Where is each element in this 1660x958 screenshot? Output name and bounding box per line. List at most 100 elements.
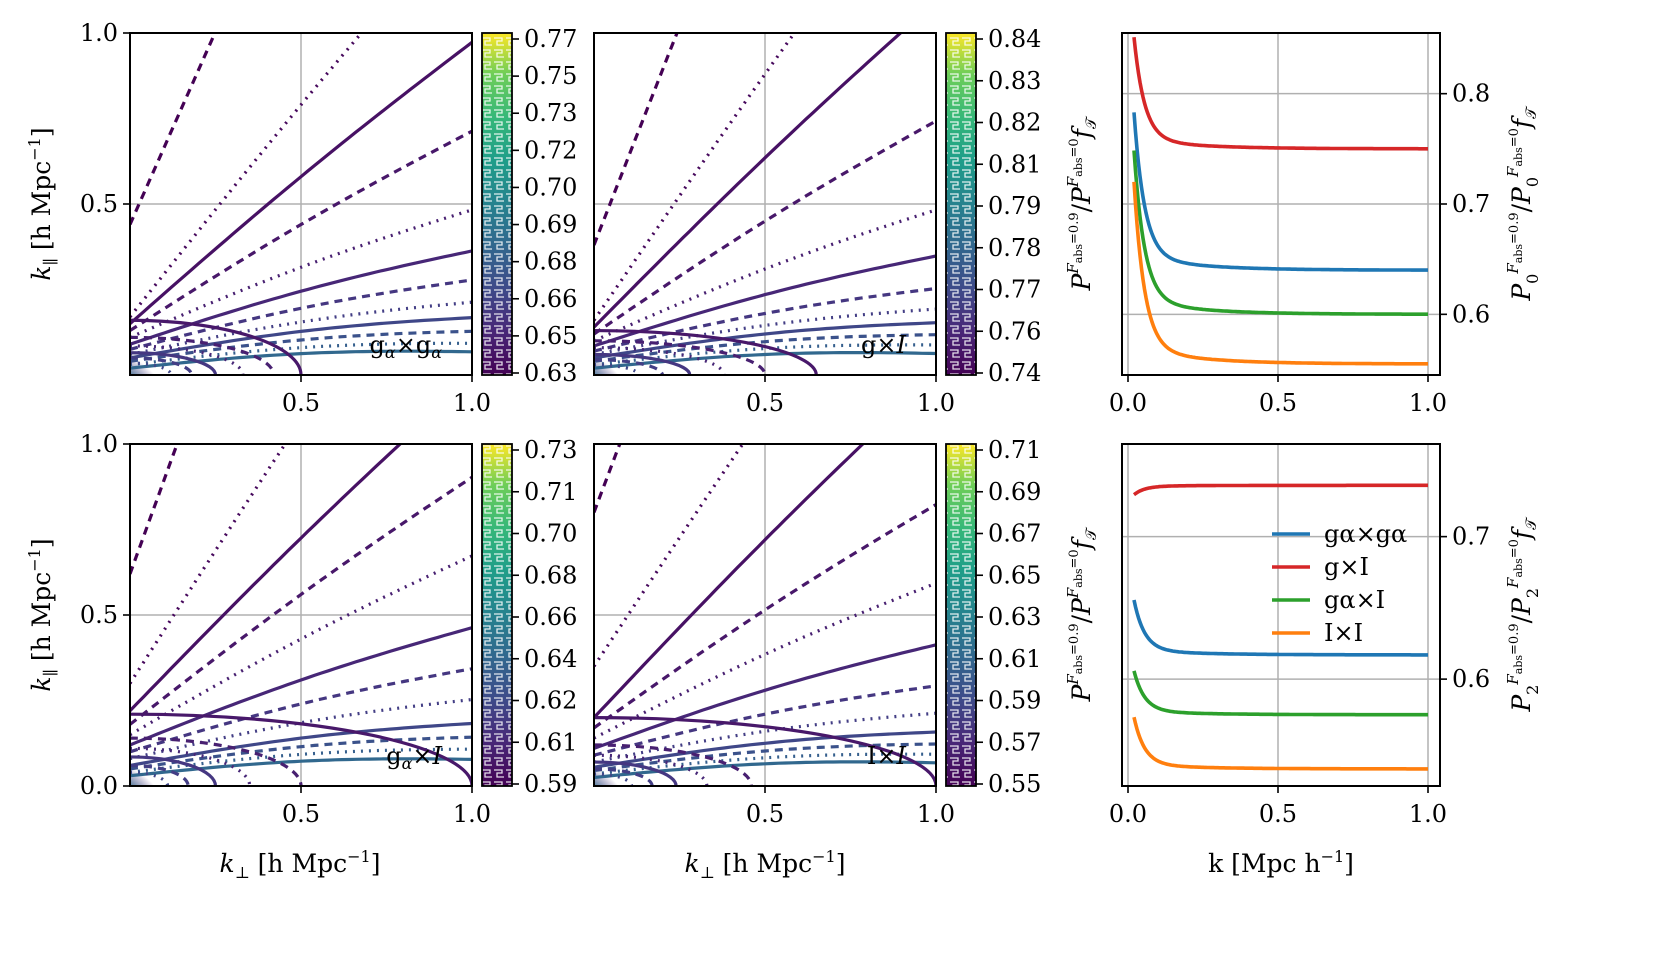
colorbar-tick-label: 0.69 <box>988 478 1041 506</box>
contour-line <box>594 351 936 370</box>
colorbar-panel-IxI: 0.55 0.57 0.59 0.61 0.63 0.65 0.67 0.69 0.71 <box>945 436 1041 798</box>
contour-loop <box>130 356 194 375</box>
legend-label: gα×gα <box>1324 520 1407 548</box>
colorbar-hatch <box>946 444 976 786</box>
colorbar-tick-label: 0.66 <box>524 603 577 631</box>
colorbar-tick-label: 0.70 <box>524 173 577 201</box>
contour-panel-panel-IxI: 0.5 1.0 I×I <box>593 443 955 828</box>
label-part: ∥ <box>41 669 60 676</box>
contour-line <box>594 444 866 719</box>
label-part: I <box>896 742 907 770</box>
colorbar-tick-label: 0.68 <box>524 561 577 589</box>
colorbar-frame <box>481 443 513 787</box>
colorbar-tick-label: 0.69 <box>524 211 577 239</box>
contour-line <box>130 41 472 325</box>
contour-loop <box>594 352 692 375</box>
series-line <box>1132 112 1428 272</box>
contour-line <box>130 697 472 761</box>
label-part: =0.9 <box>1067 623 1082 655</box>
contour-line <box>594 254 936 348</box>
label-part: / <box>1067 203 1096 212</box>
y-tick-label: 0.0 <box>80 772 118 800</box>
label-part: / <box>1507 203 1536 212</box>
label-part: / <box>1067 614 1096 623</box>
y-tick-label: 0.5 <box>80 190 118 218</box>
series-line <box>1132 716 1428 771</box>
x-tick-label: 0.5 <box>1259 389 1297 417</box>
label-part: 0 <box>1523 274 1542 284</box>
label-part: k <box>27 676 56 691</box>
label-part: k <box>220 849 235 878</box>
label-part: abs <box>1512 558 1525 578</box>
colorbar-tick-label: 0.63 <box>524 359 577 387</box>
x-tick-label: 1.0 <box>917 389 955 417</box>
colorbar-tick-label: 0.57 <box>988 728 1041 756</box>
label-part: F <box>1064 587 1082 599</box>
colorbar-tick-label: 0.71 <box>988 436 1041 464</box>
line-panel-panel-P0: 0.0 0.5 1.0 0.6 0.7 0.8 <box>1109 32 1490 417</box>
label-part: F <box>1064 263 1082 275</box>
colorbar-tick-label: 0.63 <box>988 603 1041 631</box>
label-part: ] <box>27 538 56 548</box>
label-part: abs <box>1512 655 1525 675</box>
label-part: −1 <box>347 847 371 866</box>
colorbar-tick-label: 0.78 <box>988 234 1041 262</box>
colorbar-tick-label: 0.65 <box>988 561 1041 589</box>
label-part: abs <box>1512 147 1525 167</box>
panel-label: I×I <box>867 742 907 770</box>
colorbar-panel-gaxI: 0.59 0.61 0.62 0.64 0.66 0.68 0.70 0.71 0.73 <box>481 436 577 798</box>
x-tick-label: 0.0 <box>1109 389 1147 417</box>
label-part: F <box>1504 577 1522 589</box>
colorbar-tick-label: 0.77 <box>524 25 577 53</box>
contour-line <box>130 33 217 226</box>
contour-line <box>130 249 472 346</box>
y-tick-label: 0.8 <box>1452 80 1490 108</box>
x-tick-label: 1.0 <box>1409 800 1447 828</box>
colorbar-hatch <box>482 444 512 786</box>
colorbar-panel-gxg: 0.63 0.65 0.66 0.68 0.69 0.70 0.72 0.73 0.75 0.77 <box>481 25 577 387</box>
label-part: × <box>876 742 896 770</box>
label-part: g <box>386 742 401 770</box>
label-part: I <box>432 742 443 770</box>
colorbar-tick-label: 0.73 <box>524 99 577 127</box>
label-part: =0.9 <box>1507 212 1522 244</box>
y-tick-label: 1.0 <box>80 19 118 47</box>
series-line <box>1132 37 1428 151</box>
x-tick-label: 0.5 <box>1259 800 1297 828</box>
contour-loop <box>594 358 664 375</box>
contour-line <box>130 667 472 754</box>
label-part: −1 <box>25 548 44 572</box>
x-tick-label: 0.5 <box>746 800 784 828</box>
contour-line <box>130 129 472 332</box>
label-part: =0 <box>1067 549 1082 568</box>
colorbar-frame <box>945 32 977 376</box>
label-part: ] <box>371 849 381 878</box>
colorbar-tick-label: 0.79 <box>988 192 1041 220</box>
colorbar-tick-label: 0.55 <box>988 770 1041 798</box>
contour-line <box>130 33 364 318</box>
contour-line <box>130 329 472 363</box>
y-axis-label-P2: P2Fabs=0.9/P2Fabs=0f𝒯 <box>1504 516 1542 713</box>
series-line <box>1132 181 1428 366</box>
colorbar-panel-gxI: 0.74 0.76 0.77 0.78 0.79 0.81 0.82 0.83 0.84 <box>945 25 1041 387</box>
colorbar-label-bottom: PFabs=0.9/PFabs=0f𝒯 <box>1064 526 1100 702</box>
label-part: g <box>416 331 431 359</box>
x-tick-label: 1.0 <box>917 800 955 828</box>
label-part: [h Mpc <box>250 849 347 878</box>
label-part: −1 <box>812 847 836 866</box>
label-part: f <box>1507 115 1536 130</box>
colorbar-tick-label: 0.76 <box>988 317 1041 345</box>
contour-line <box>130 721 472 768</box>
contour-line <box>130 278 472 351</box>
x-tick-label: 1.0 <box>1409 389 1447 417</box>
colorbar-tick-label: 0.81 <box>988 150 1041 178</box>
contour-loop <box>594 328 818 375</box>
label-part: × <box>412 742 432 770</box>
label-part: I <box>896 331 907 359</box>
label-part: −1 <box>1321 847 1345 866</box>
contour-line <box>130 316 472 360</box>
x-tick-label: 0.5 <box>282 800 320 828</box>
label-part: F <box>1064 176 1082 188</box>
label-part: F <box>1064 674 1082 686</box>
